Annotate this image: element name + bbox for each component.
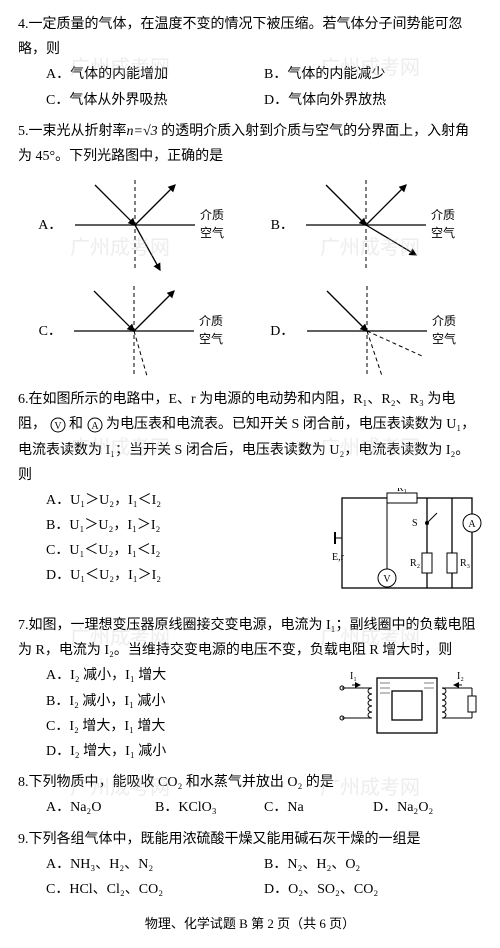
voltmeter-icon: V xyxy=(50,417,66,433)
svg-text:介质: 介质 xyxy=(200,208,224,222)
svg-text:空气: 空气 xyxy=(200,225,224,240)
q5-stem: 5.一束光从折射率n=√3 的透明介质入射到介质与空气的分界面上，入射角为 45… xyxy=(18,119,482,169)
q6-stem: 6.在如图所示的电路中，E、r 为电源的电动势和内阻，R₁、R₂、R₃ 为电阻，… xyxy=(18,387,482,488)
svg-text:E,r: E,r xyxy=(332,552,345,563)
page-footer: 物理、化学试题 B 第 2 页（共 6 页） xyxy=(18,912,482,935)
q5-diagram-d: D． 介质 空气 xyxy=(250,281,482,381)
q7-num: 7. xyxy=(18,618,29,633)
q8-options: A．Na₂O B．KClO₃ C．Na D．Na₂O₂ xyxy=(18,795,482,820)
svg-text:A: A xyxy=(468,519,476,530)
q8-opt-b: B．KClO₃ xyxy=(155,795,264,820)
q6-opt-c: C．U₁＜U₂，I₁＜I₂ xyxy=(46,538,332,563)
question-9: 9.下列各组气体中，既能用浓硫酸干燥又能用碱石灰干燥的一组是 A．NH₃、H₂、… xyxy=(18,827,482,903)
q9-stem: 9.下列各组气体中，既能用浓硫酸干燥又能用碱石灰干燥的一组是 xyxy=(18,827,482,852)
svg-text:介质: 介质 xyxy=(431,208,455,222)
q9-num: 9. xyxy=(18,832,29,847)
svg-text:介质: 介质 xyxy=(199,314,223,328)
svg-text:空气: 空气 xyxy=(199,331,223,346)
q8-opt-d: D．Na₂O₂ xyxy=(373,795,482,820)
svg-text:R₁: R₁ xyxy=(397,488,407,494)
q4-num: 4. xyxy=(18,17,29,32)
question-5: 5.一束光从折射率n=√3 的透明介质入射到介质与空气的分界面上，入射角为 45… xyxy=(18,119,482,381)
svg-text:R₂: R₂ xyxy=(410,558,420,569)
q8-stem: 8.下列物质中，能吸收 CO₂ 和水蒸气并放出 O₂ 的是 xyxy=(18,770,482,795)
q4-opt-a: A．气体的内能增加 xyxy=(46,62,264,87)
q5-diagram-a: A． 介质 空气 xyxy=(18,175,250,275)
q7-stem: 7.如图，一理想变压器原线圈接交变电源，电流为 I₁；副线圈中的负载电阻为 R，… xyxy=(18,613,482,663)
q7-opt-d: D．I₂ 增大，I₁ 减小 xyxy=(46,739,332,764)
ammeter-icon: A xyxy=(87,417,103,433)
ray-diagram-c-icon: 介质 空气 xyxy=(69,281,229,381)
svg-text:V: V xyxy=(383,574,391,585)
q8-num: 8. xyxy=(18,775,29,790)
q8-opt-c: C．Na xyxy=(264,795,373,820)
q7-opt-a: A．I₂ 减小，I₁ 增大 xyxy=(46,663,332,688)
q5-diagram-c: C． 介质 空气 xyxy=(18,281,250,381)
q7-transformer-diagram: I₁ I₂ xyxy=(332,663,482,764)
q7-opt-b: B．I₂ 减小，I₁ 减小 xyxy=(46,689,332,714)
svg-text:空气: 空气 xyxy=(432,331,456,346)
q5-num: 5. xyxy=(18,124,29,139)
q6-circuit-diagram: R₁ E,r S R₂ R₃ A xyxy=(332,488,482,607)
q9-opt-c: C．HCl、Cl₂、CO₂ xyxy=(46,877,264,902)
q6-num: 6. xyxy=(18,392,29,407)
svg-text:V: V xyxy=(54,421,62,432)
q5-diagrams-row2: C． 介质 空气 D． 介质 空气 xyxy=(18,281,482,381)
q6-opt-a: A．U₁＞U₂，I₁＜I₂ xyxy=(46,488,332,513)
q6-options: A．U₁＞U₂，I₁＜I₂ B．U₁＞U₂，I₁＞I₂ C．U₁＜U₂，I₁＜I… xyxy=(18,488,332,589)
svg-text:S: S xyxy=(412,518,418,529)
q4-opt-c: C．气体从外界吸热 xyxy=(46,88,264,113)
q9-opt-d: D．O₂、SO₂、CO₂ xyxy=(264,877,482,902)
circuit-icon: R₁ E,r S R₂ R₃ A xyxy=(332,488,482,598)
question-7: 7.如图，一理想变压器原线圈接交变电源，电流为 I₁；副线圈中的负载电阻为 R，… xyxy=(18,613,482,764)
q7-opt-c: C．I₂ 增大，I₁ 增大 xyxy=(46,714,332,739)
q8-opt-a: A．Na₂O xyxy=(46,795,155,820)
q5-diagram-b: B． 介质 空气 xyxy=(250,175,482,275)
q6-opt-b: B．U₁＞U₂，I₁＞I₂ xyxy=(46,513,332,538)
ray-diagram-b-icon: 介质 空气 xyxy=(301,175,461,275)
transformer-icon: I₁ I₂ xyxy=(332,663,482,753)
q4-opt-b: B．气体的内能减少 xyxy=(264,62,482,87)
q9-options: A．NH₃、H₂、N₂ B．N₂、H₂、O₂ C．HCl、Cl₂、CO₂ D．O… xyxy=(18,852,482,902)
question-8: 8.下列物质中，能吸收 CO₂ 和水蒸气并放出 O₂ 的是 A．Na₂O B．K… xyxy=(18,770,482,820)
svg-text:I₁: I₁ xyxy=(350,671,357,682)
q5-diagrams-row1: A． 介质 空气 B． 介质 空气 xyxy=(18,175,482,275)
ray-diagram-a-icon: 介质 空气 xyxy=(70,175,230,275)
q7-options: A．I₂ 减小，I₁ 增大 B．I₂ 减小，I₁ 减小 C．I₂ 增大，I₁ 增… xyxy=(18,663,332,764)
q6-opt-d: D．U₁＜U₂，I₁＞I₂ xyxy=(46,563,332,588)
svg-text:介质: 介质 xyxy=(432,314,456,328)
q4-stem: 4.一定质量的气体，在温度不变的情况下被压缩。若气体分子间势能可忽略，则 xyxy=(18,12,482,62)
svg-text:A: A xyxy=(91,421,99,432)
q9-opt-b: B．N₂、H₂、O₂ xyxy=(264,852,482,877)
q4-opt-d: D．气体向外界放热 xyxy=(264,88,482,113)
svg-text:I₂: I₂ xyxy=(457,671,464,682)
ray-diagram-d-icon: 介质 空气 xyxy=(302,281,462,381)
q9-opt-a: A．NH₃、H₂、N₂ xyxy=(46,852,264,877)
svg-text:空气: 空气 xyxy=(431,225,455,240)
question-6: 6.在如图所示的电路中，E、r 为电源的电动势和内阻，R₁、R₂、R₃ 为电阻，… xyxy=(18,387,482,607)
question-4: 4.一定质量的气体，在温度不变的情况下被压缩。若气体分子间势能可忽略，则 A．气… xyxy=(18,12,482,113)
q4-options: A．气体的内能增加 B．气体的内能减少 C．气体从外界吸热 D．气体向外界放热 xyxy=(18,62,482,112)
svg-text:R₃: R₃ xyxy=(460,558,470,569)
